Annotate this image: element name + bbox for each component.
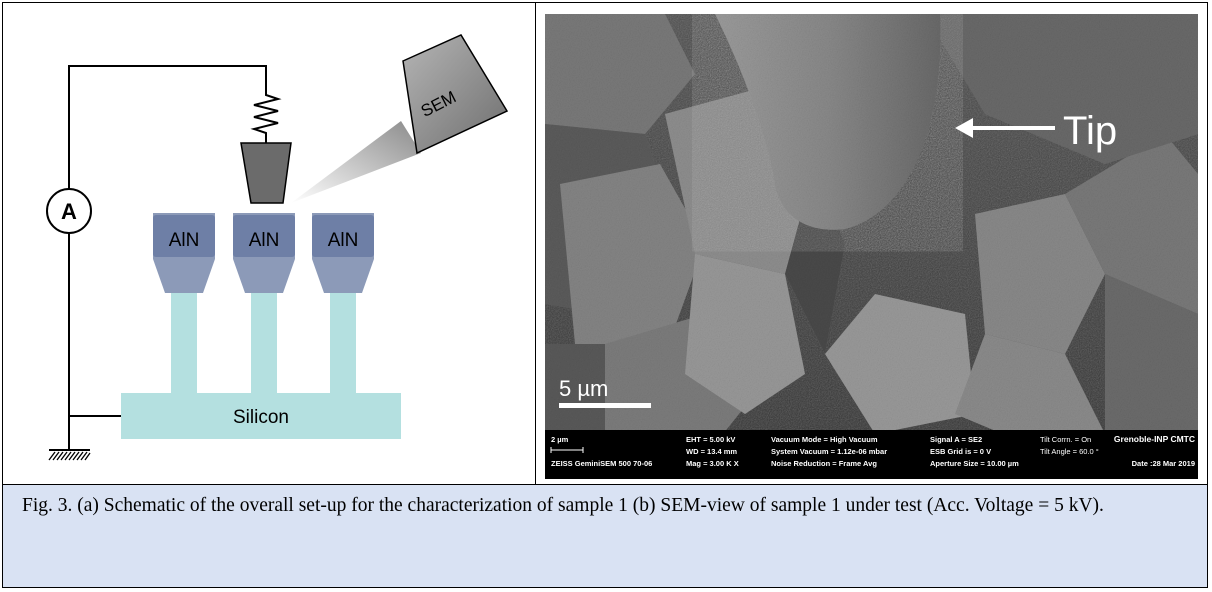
crystal-facets bbox=[545, 14, 1198, 444]
scale-bar-label: 5 µm bbox=[559, 376, 608, 401]
nanowire-label: AlN bbox=[249, 230, 280, 251]
substrate-label: Silicon bbox=[233, 407, 289, 428]
info-instrument: ZEISS GeminiSEM 500 70-06 bbox=[551, 459, 652, 468]
nanowire-label: AlN bbox=[328, 230, 359, 251]
row-divider bbox=[2, 484, 1208, 485]
probe-tip bbox=[240, 142, 292, 204]
sem-micrograph: Tip 5 µm 2 µm ZEISS GeminiSEM 500 70-06 … bbox=[545, 14, 1198, 479]
info-noise-reduction: Noise Reduction = Frame Avg bbox=[771, 459, 877, 468]
sem-column-icon bbox=[402, 34, 509, 155]
column-divider bbox=[535, 2, 536, 484]
nanowire-cap bbox=[153, 213, 215, 293]
info-signal: Signal A = SE2 bbox=[930, 435, 982, 444]
info-scale: 2 µm bbox=[551, 435, 569, 444]
info-aperture: Aperture Size = 10.00 µm bbox=[930, 459, 1019, 468]
info-tilt-corr: Tilt Corrn. = On bbox=[1040, 435, 1091, 444]
nanowire-cap bbox=[312, 213, 374, 293]
info-lab: Grenoble-INP CMTC bbox=[1114, 434, 1195, 444]
info-eht: EHT = 5.00 kV bbox=[686, 435, 735, 444]
probe-tip-image bbox=[715, 14, 941, 230]
sem-info-bar bbox=[545, 430, 1198, 479]
info-esb-grid: ESB Grid is = 0 V bbox=[930, 447, 991, 456]
info-mag: Mag = 3.00 K X bbox=[686, 459, 739, 468]
tip-arrowhead-icon bbox=[955, 118, 973, 138]
info-wd: WD = 13.4 mm bbox=[686, 447, 737, 456]
info-system-vacuum: System Vacuum = 1.12e-06 mbar bbox=[771, 447, 887, 456]
nanowire-cap bbox=[233, 213, 295, 293]
spring-icon bbox=[250, 85, 282, 143]
info-vacuum-mode: Vacuum Mode = High Vacuum bbox=[771, 435, 878, 444]
ammeter-icon bbox=[46, 188, 92, 234]
ammeter-label: A bbox=[61, 199, 77, 224]
schematic-svg: SEM A AlN AlN AlN Silicon bbox=[46, 34, 509, 461]
tip-label: Tip bbox=[1063, 109, 1117, 153]
info-bar-text: 2 µm ZEISS GeminiSEM 500 70-06 EHT = 5.0… bbox=[550, 434, 1195, 468]
electron-beam bbox=[291, 121, 421, 203]
info-date: Date :28 Mar 2019 bbox=[1132, 459, 1195, 468]
setup-schematic: SEM A AlN AlN AlN Silicon bbox=[3, 3, 535, 483]
info-tilt-angle: Tilt Angle = 60.0 ° bbox=[1040, 447, 1099, 456]
caption-cell bbox=[3, 485, 1207, 587]
ground-hatch bbox=[48, 451, 91, 461]
top-wire bbox=[68, 65, 267, 189]
nanowire-label: AlN bbox=[169, 230, 200, 251]
scale-bar bbox=[559, 403, 651, 408]
silicon-substrate bbox=[121, 393, 401, 439]
sem-svg: Tip 5 µm 2 µm ZEISS GeminiSEM 500 70-06 … bbox=[545, 14, 1198, 479]
figure-caption: Fig. 3. (a) Schematic of the overall set… bbox=[22, 495, 1104, 516]
